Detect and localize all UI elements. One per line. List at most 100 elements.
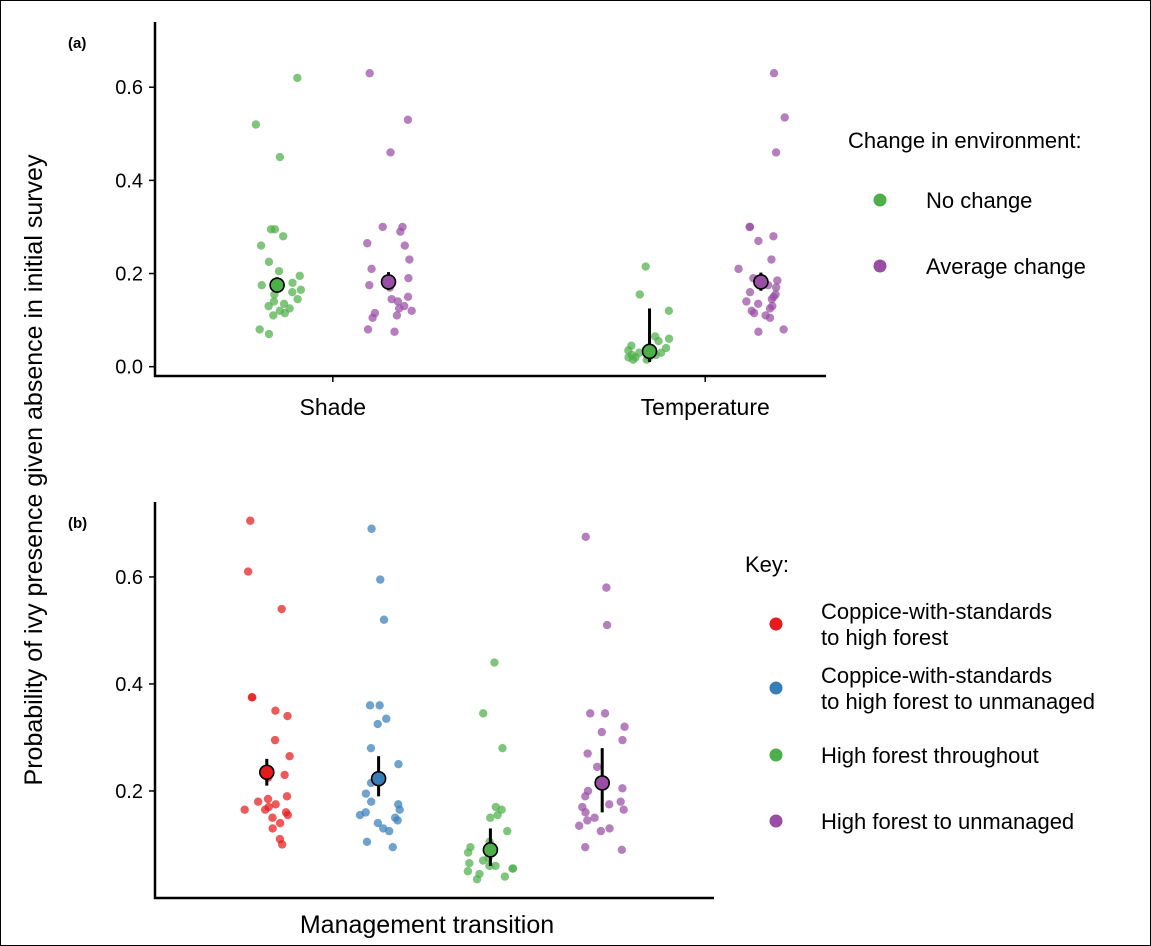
panel-b-legend-label: to high forest — [821, 625, 948, 650]
panel-b-data-point — [581, 792, 590, 801]
panel-a-legend-swatch — [873, 193, 887, 207]
panel-a-y-tick-label: 0.2 — [115, 264, 143, 286]
panel-b-data-point — [602, 583, 611, 592]
panel-a-data-point — [769, 69, 779, 78]
panel-b-data-point — [385, 826, 394, 836]
panel-a-data-point — [368, 313, 377, 322]
panel-b-y-tick-label: 0.6 — [115, 567, 143, 589]
panel-b-data-point — [486, 813, 495, 822]
panel-a-data-point — [280, 308, 290, 318]
panel-b-data-point — [373, 719, 382, 729]
panel-b-legend-label: to high forest to unmanaged — [821, 689, 1095, 714]
panel-b-data-point — [619, 805, 628, 814]
panel-a-data-point — [769, 232, 778, 241]
panel-a-data-point — [405, 255, 414, 264]
y-axis-label: Probability of ivy presence given absenc… — [20, 154, 48, 785]
panel-b-data-point — [268, 813, 277, 822]
panel-b-legend-swatch — [769, 681, 783, 695]
panel-b-y-tick-label: 0.4 — [115, 674, 143, 696]
panel-a-mean-point — [380, 274, 397, 290]
panel-a-data-point — [734, 264, 743, 274]
panel-b-data-point — [355, 810, 365, 820]
panel-b-data-point — [277, 604, 286, 614]
panel-a-legend-label: Average change — [926, 254, 1086, 279]
panel-b-data-point — [283, 711, 292, 721]
panel-a-data-point — [365, 280, 374, 290]
panel-b-data-point — [376, 575, 385, 584]
panel-b-data-point — [600, 709, 610, 718]
panel-b-data-point — [283, 810, 293, 820]
panel-b-data-point — [503, 826, 512, 836]
panel-a-data-point — [771, 148, 781, 157]
panel-a-data-point — [654, 336, 663, 346]
panel-a-label: (a) — [68, 35, 86, 52]
panel-b-data-point — [362, 837, 372, 847]
panel-b-data-point — [583, 816, 592, 825]
panel-b-data-point — [479, 709, 488, 718]
panel-b-data-point — [463, 848, 473, 857]
panel-b-data-point — [393, 816, 402, 825]
panel-b-data-point — [246, 516, 255, 525]
panel-b-data-point — [395, 805, 404, 814]
panel-a-y-ticks: 0.0 0.2 0.4 0.6 — [115, 77, 155, 379]
panel-b-data-point — [472, 875, 482, 884]
panel-a-data-point — [403, 292, 413, 302]
panel-a-x-tick-label: Shade — [300, 394, 367, 420]
panel-a-data-point — [255, 325, 264, 334]
panel-b-data-point — [379, 615, 389, 624]
panel-a-data-point — [765, 304, 775, 313]
panel-b-data-point — [366, 797, 376, 806]
panel-b-data-point — [581, 808, 590, 817]
panel-b-data-point — [373, 818, 383, 828]
panel-b-data-point — [500, 872, 510, 881]
panel-a-data-point — [749, 308, 759, 318]
panel-a: (a) 0.0 0.2 0.4 0.6 Shade Temperature Change… — [68, 22, 1086, 420]
panel-a-y-tick-label: 0.0 — [115, 357, 143, 379]
panel-a-data-point — [400, 241, 409, 250]
panel-b-data-point — [592, 762, 602, 772]
panel-b-data-point — [367, 524, 376, 533]
panel-a-mean-point — [753, 274, 769, 290]
panel-a-data-point — [293, 294, 302, 304]
panel-a-data-point — [367, 264, 376, 274]
panel-b-data-point — [605, 824, 614, 833]
panel-b-data-point — [271, 706, 280, 715]
panel-a-data-point — [664, 306, 674, 315]
panel-b-data-point — [581, 532, 590, 541]
panel-a-data-point — [288, 278, 297, 288]
panel-a-mean-point — [641, 343, 658, 360]
panel-b-legend-label: High forest throughout — [821, 743, 1039, 768]
panel-b-data-point — [271, 800, 280, 809]
panel-a-legend: Change in environment: No change Average … — [848, 128, 1086, 279]
panel-a-data-point — [664, 334, 674, 343]
panel-b-data-point — [602, 620, 612, 630]
panel-b-data-point — [463, 867, 473, 876]
panel-a-data-point — [264, 329, 274, 339]
panel-a-x-tick-label: Temperature — [641, 394, 770, 420]
panel-a-data-point — [407, 306, 416, 315]
panel-b-data-point — [596, 826, 606, 836]
panel-a-data-point — [745, 222, 754, 232]
panel-b-data-point — [490, 658, 499, 667]
panel-b-data-point — [493, 810, 502, 820]
panel-b-legend-label: Coppice-with-standards — [821, 663, 1052, 688]
panel-a-legend-title: Change in environment: — [848, 128, 1082, 153]
panel-a-data-point — [753, 299, 763, 309]
panel-b-x-axis-title: Management transition — [300, 911, 554, 939]
panel-a-data-point — [628, 355, 638, 364]
panel-a-data-point — [779, 325, 788, 334]
panel-b-data-point — [243, 567, 253, 576]
panel-b-data-point — [491, 861, 500, 871]
panel-a-data-point — [378, 222, 387, 232]
panel-b-data-point — [597, 727, 607, 737]
panel-a-data-point — [264, 301, 273, 311]
panel-b-data-point — [366, 743, 376, 753]
panel-b-data-point — [590, 813, 599, 822]
panel-b-data-point — [616, 797, 625, 806]
panel-b-data-point — [605, 800, 614, 809]
panel-b-data-point — [268, 824, 277, 833]
panel-b-data-point — [240, 805, 249, 814]
panel-b-data-point — [508, 864, 517, 873]
panel-b-data-point — [382, 714, 391, 723]
panel-a-data-point — [269, 311, 278, 320]
